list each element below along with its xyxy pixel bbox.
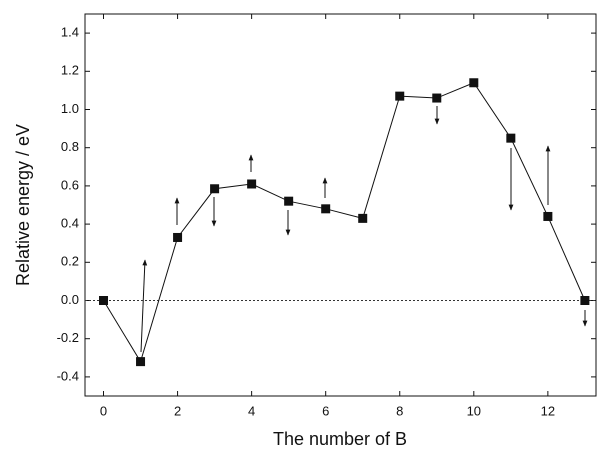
point [321,204,331,214]
y-tick-label: 0.6 [61,177,79,192]
plot-frame [84,13,597,397]
point [210,184,220,194]
x-tick-label: 6 [322,403,329,418]
point [543,211,553,221]
point [136,357,146,367]
y-tick-label: 1.0 [61,101,79,116]
point [506,133,516,143]
point [580,296,590,305]
series-line [103,82,586,363]
y-axis-title: Relative energy / eV [13,124,33,286]
y-tick-label: 0.2 [61,254,79,269]
point [247,179,257,189]
x-tick-label: 2 [174,403,181,418]
y-tick-label: 0.0 [61,292,79,307]
y-tick-label: -0.4 [57,368,79,383]
point [358,213,368,223]
x-tick-label: 0 [100,403,107,418]
point [173,232,183,242]
point [432,93,442,103]
y-tick-label: 1.4 [61,25,79,40]
x-tick-label: 10 [467,403,481,418]
x-tick-label: 12 [541,403,555,418]
y-tick-label: 1.2 [61,63,79,78]
y-tick-label: -0.2 [57,330,79,345]
point [395,91,405,101]
point [469,78,479,88]
arrows [140,106,588,353]
x-tick-label: 4 [248,403,255,418]
x-axis-title: The number of B [273,429,407,449]
x-tick-label: 8 [396,403,403,418]
point [284,196,294,206]
y-tick-label: 0.8 [61,139,79,154]
point [99,296,109,305]
y-tick-label: 0.4 [61,216,79,231]
